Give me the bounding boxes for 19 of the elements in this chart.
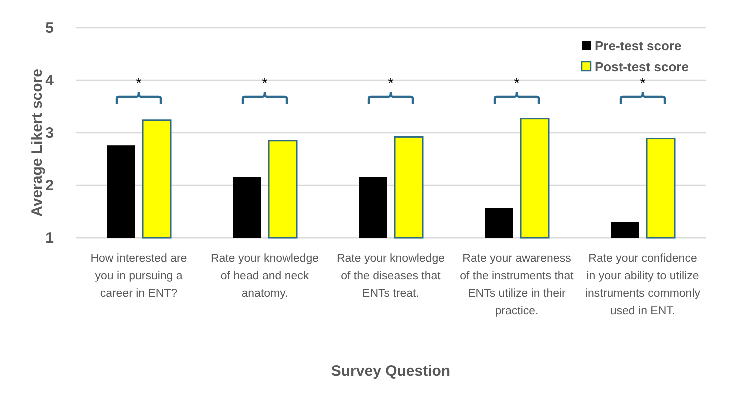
y-tick-label: 5 [46, 20, 54, 37]
x-axis-title: Survey Question [331, 363, 451, 380]
x-tick-label: Rate your awareness of the instruments that ENTs utilize in their practice. [460, 253, 575, 318]
y-tick-label: 4 [46, 72, 55, 90]
y-tick-label: 1 [46, 230, 54, 247]
legend-label: Pre-test score [595, 38, 682, 54]
annotation: * [640, 75, 646, 91]
legend-label: Post-test score [595, 60, 689, 74]
annotation: * [388, 75, 394, 91]
x-tick-label: Rate your knowledge of head and neck anatomy. [210, 253, 320, 300]
annotation: * [514, 75, 520, 91]
x-tick-label: How interested are you in pursuing a career in ENT? [90, 253, 188, 300]
annotation: * [136, 75, 142, 91]
y-tick-label: 2 [46, 177, 54, 194]
y-axis-title: Average Likert score [29, 69, 46, 217]
annotation: * [262, 75, 268, 91]
x-tick-label: Rate your confidence in your ability to utilize instruments commonly used in ENT. [585, 253, 701, 318]
y-tick-label: 3 [46, 124, 54, 142]
x-tick-label: Rate your knowledge of the diseases that ENTs treat. [336, 253, 446, 300]
